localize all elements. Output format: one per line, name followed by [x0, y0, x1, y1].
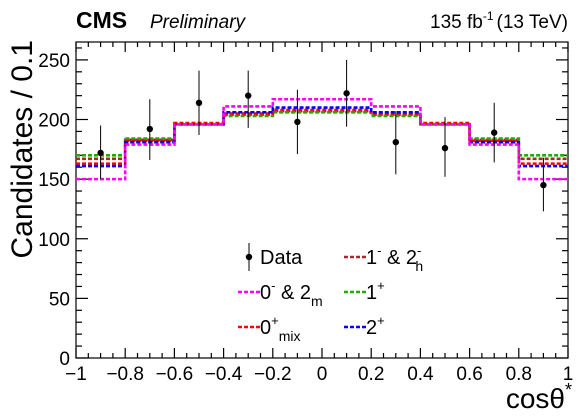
data-point — [392, 138, 399, 146]
legend-label-mid: & 2 — [381, 247, 417, 269]
y-tick-label: 100 — [38, 230, 70, 251]
x-axis-title-sup: * — [565, 380, 572, 400]
data-point — [441, 144, 449, 152]
data-point — [97, 149, 104, 157]
legend-label-sup: + — [377, 278, 385, 293]
x-tick-label: 0.8 — [506, 364, 532, 385]
x-axis-title-main: cosθ — [506, 383, 565, 414]
x-tick-label: −1 — [65, 364, 87, 385]
y-tick-label: 200 — [38, 111, 70, 132]
legend-label: 0+mix — [260, 313, 301, 344]
data-point — [146, 125, 153, 133]
y-tick-label: 50 — [49, 289, 70, 310]
lumi-value: 135 fb — [430, 12, 483, 33]
legend-label-sup: - — [271, 278, 275, 293]
legend-label-main: 2 — [366, 317, 377, 339]
legend-label: 1- & 2-h — [366, 243, 423, 274]
x-tick-label: 0.2 — [358, 364, 384, 385]
x-tick-label: 0.6 — [456, 364, 482, 385]
legend-label-main: Data — [260, 247, 303, 269]
legend-label: 0- & 2m — [260, 278, 323, 309]
x-tick-label: −0.2 — [254, 364, 292, 385]
plot-frame — [75, 41, 569, 359]
lumi-label: 135 fb-1 (13 TeV) — [430, 9, 568, 33]
legend-label-main: 0 — [260, 317, 271, 339]
legend-label-sup: - — [377, 243, 381, 258]
data-point — [540, 181, 547, 189]
legend-label-sub: m — [311, 293, 323, 309]
legend-data-marker — [245, 253, 253, 261]
x-tick-label: 0 — [317, 364, 328, 385]
data-point — [195, 99, 203, 107]
legend: Data 1- & 2-h0- & 2m 1+0+mix 2+ — [238, 243, 423, 344]
legend-label-sub: h — [415, 258, 423, 274]
data-point — [343, 90, 350, 97]
x-tick-label: −0.8 — [106, 364, 144, 385]
legend-label-main: 0 — [260, 282, 271, 304]
x-tick-label: −0.4 — [205, 364, 243, 385]
y-tick-label: 0 — [59, 349, 70, 370]
series-line — [76, 97, 568, 181]
legend-label-sup: + — [377, 313, 385, 328]
legend-label-main: 1 — [366, 282, 377, 304]
y-tick-label: 150 — [38, 170, 70, 191]
x-axis-title: cosθ* — [506, 380, 572, 414]
legend-label-mid: & 2 — [275, 282, 311, 304]
legend-label-sup: + — [271, 313, 279, 328]
legend-label-sup2: - — [417, 243, 421, 258]
data-point — [245, 92, 252, 99]
y-tick-label: 250 — [38, 51, 70, 72]
legend-label: 2+ — [366, 313, 385, 339]
x-tick-label: 0.4 — [407, 364, 434, 385]
legend-label-sub: mix — [279, 328, 301, 344]
preliminary-label: Preliminary — [150, 12, 247, 33]
data-point — [294, 118, 301, 126]
x-tick-label: −0.6 — [156, 364, 194, 385]
y-axis-title: Candidates / 0.1 — [6, 40, 39, 258]
lumi-exponent: -1 — [483, 9, 494, 23]
legend-label: 1+ — [366, 278, 385, 304]
energy-label: (13 TeV) — [497, 12, 568, 33]
cms-label: CMS — [76, 7, 127, 33]
x-tick-label: 1 — [563, 364, 574, 385]
legend-label-main: 1 — [366, 247, 377, 269]
plot-area: −1 −0.8 −0.6 −0.4 −0.2 0 0.2 0.4 0.6 0.8 105010015… — [38, 41, 574, 385]
legend-label: Data — [260, 247, 303, 269]
data-point — [491, 129, 498, 136]
